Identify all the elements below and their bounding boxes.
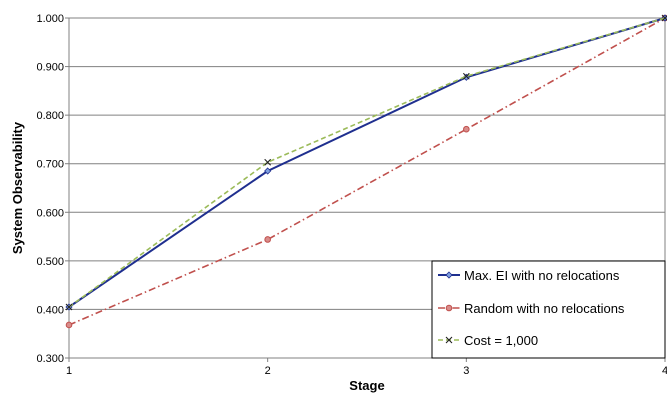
x-tick-label: 4 — [662, 365, 667, 377]
data-point — [264, 167, 272, 175]
data-point — [65, 303, 73, 311]
series-1 — [65, 14, 667, 329]
y-tick-label: 0.600 — [36, 207, 64, 219]
data-point — [462, 72, 470, 80]
y-axis-ticks: 0.300 0.400 0.500 0.600 0.700 0.800 0.900 1.000 — [36, 13, 69, 365]
legend-label: Cost = 1,000 — [464, 333, 538, 348]
data-point — [463, 125, 470, 133]
x-tick-label: 1 — [66, 365, 72, 377]
y-tick-label: 0.700 — [36, 159, 64, 171]
legend-label: Random with no relocations — [464, 301, 625, 316]
x-axis-ticks: 1 2 3 4 — [66, 358, 667, 377]
plot-area-border — [68, 17, 666, 359]
data-point — [264, 236, 271, 243]
data-point — [661, 14, 667, 22]
legend: Max. EI with no relocations Random with n… — [431, 260, 666, 359]
legend-marker — [445, 271, 453, 279]
x-tick-label: 3 — [463, 365, 469, 377]
series-group — [65, 14, 667, 329]
y-tick-label: 0.900 — [36, 62, 64, 74]
series-line — [68, 17, 666, 308]
series-line — [68, 17, 666, 326]
legend-marker — [445, 304, 453, 312]
x-axis-title: Stage — [349, 378, 384, 393]
x-tick-label: 2 — [265, 365, 271, 377]
legend-marker — [445, 336, 453, 344]
y-axis-title: System Observability — [10, 121, 25, 254]
y-tick-label: 1.000 — [36, 13, 64, 25]
y-tick-label: 0.400 — [36, 304, 64, 316]
legend-label: Max. EI with no relocations — [464, 268, 620, 283]
data-point — [65, 321, 73, 329]
y-tick-label: 0.800 — [36, 110, 64, 122]
series-line — [68, 17, 666, 308]
y-tick-label: 0.500 — [36, 256, 64, 268]
legend-box — [431, 260, 666, 359]
y-tick-label: 0.300 — [36, 353, 64, 365]
series-2 — [65, 14, 667, 311]
data-point — [264, 158, 272, 166]
grid-lines — [69, 17, 665, 359]
